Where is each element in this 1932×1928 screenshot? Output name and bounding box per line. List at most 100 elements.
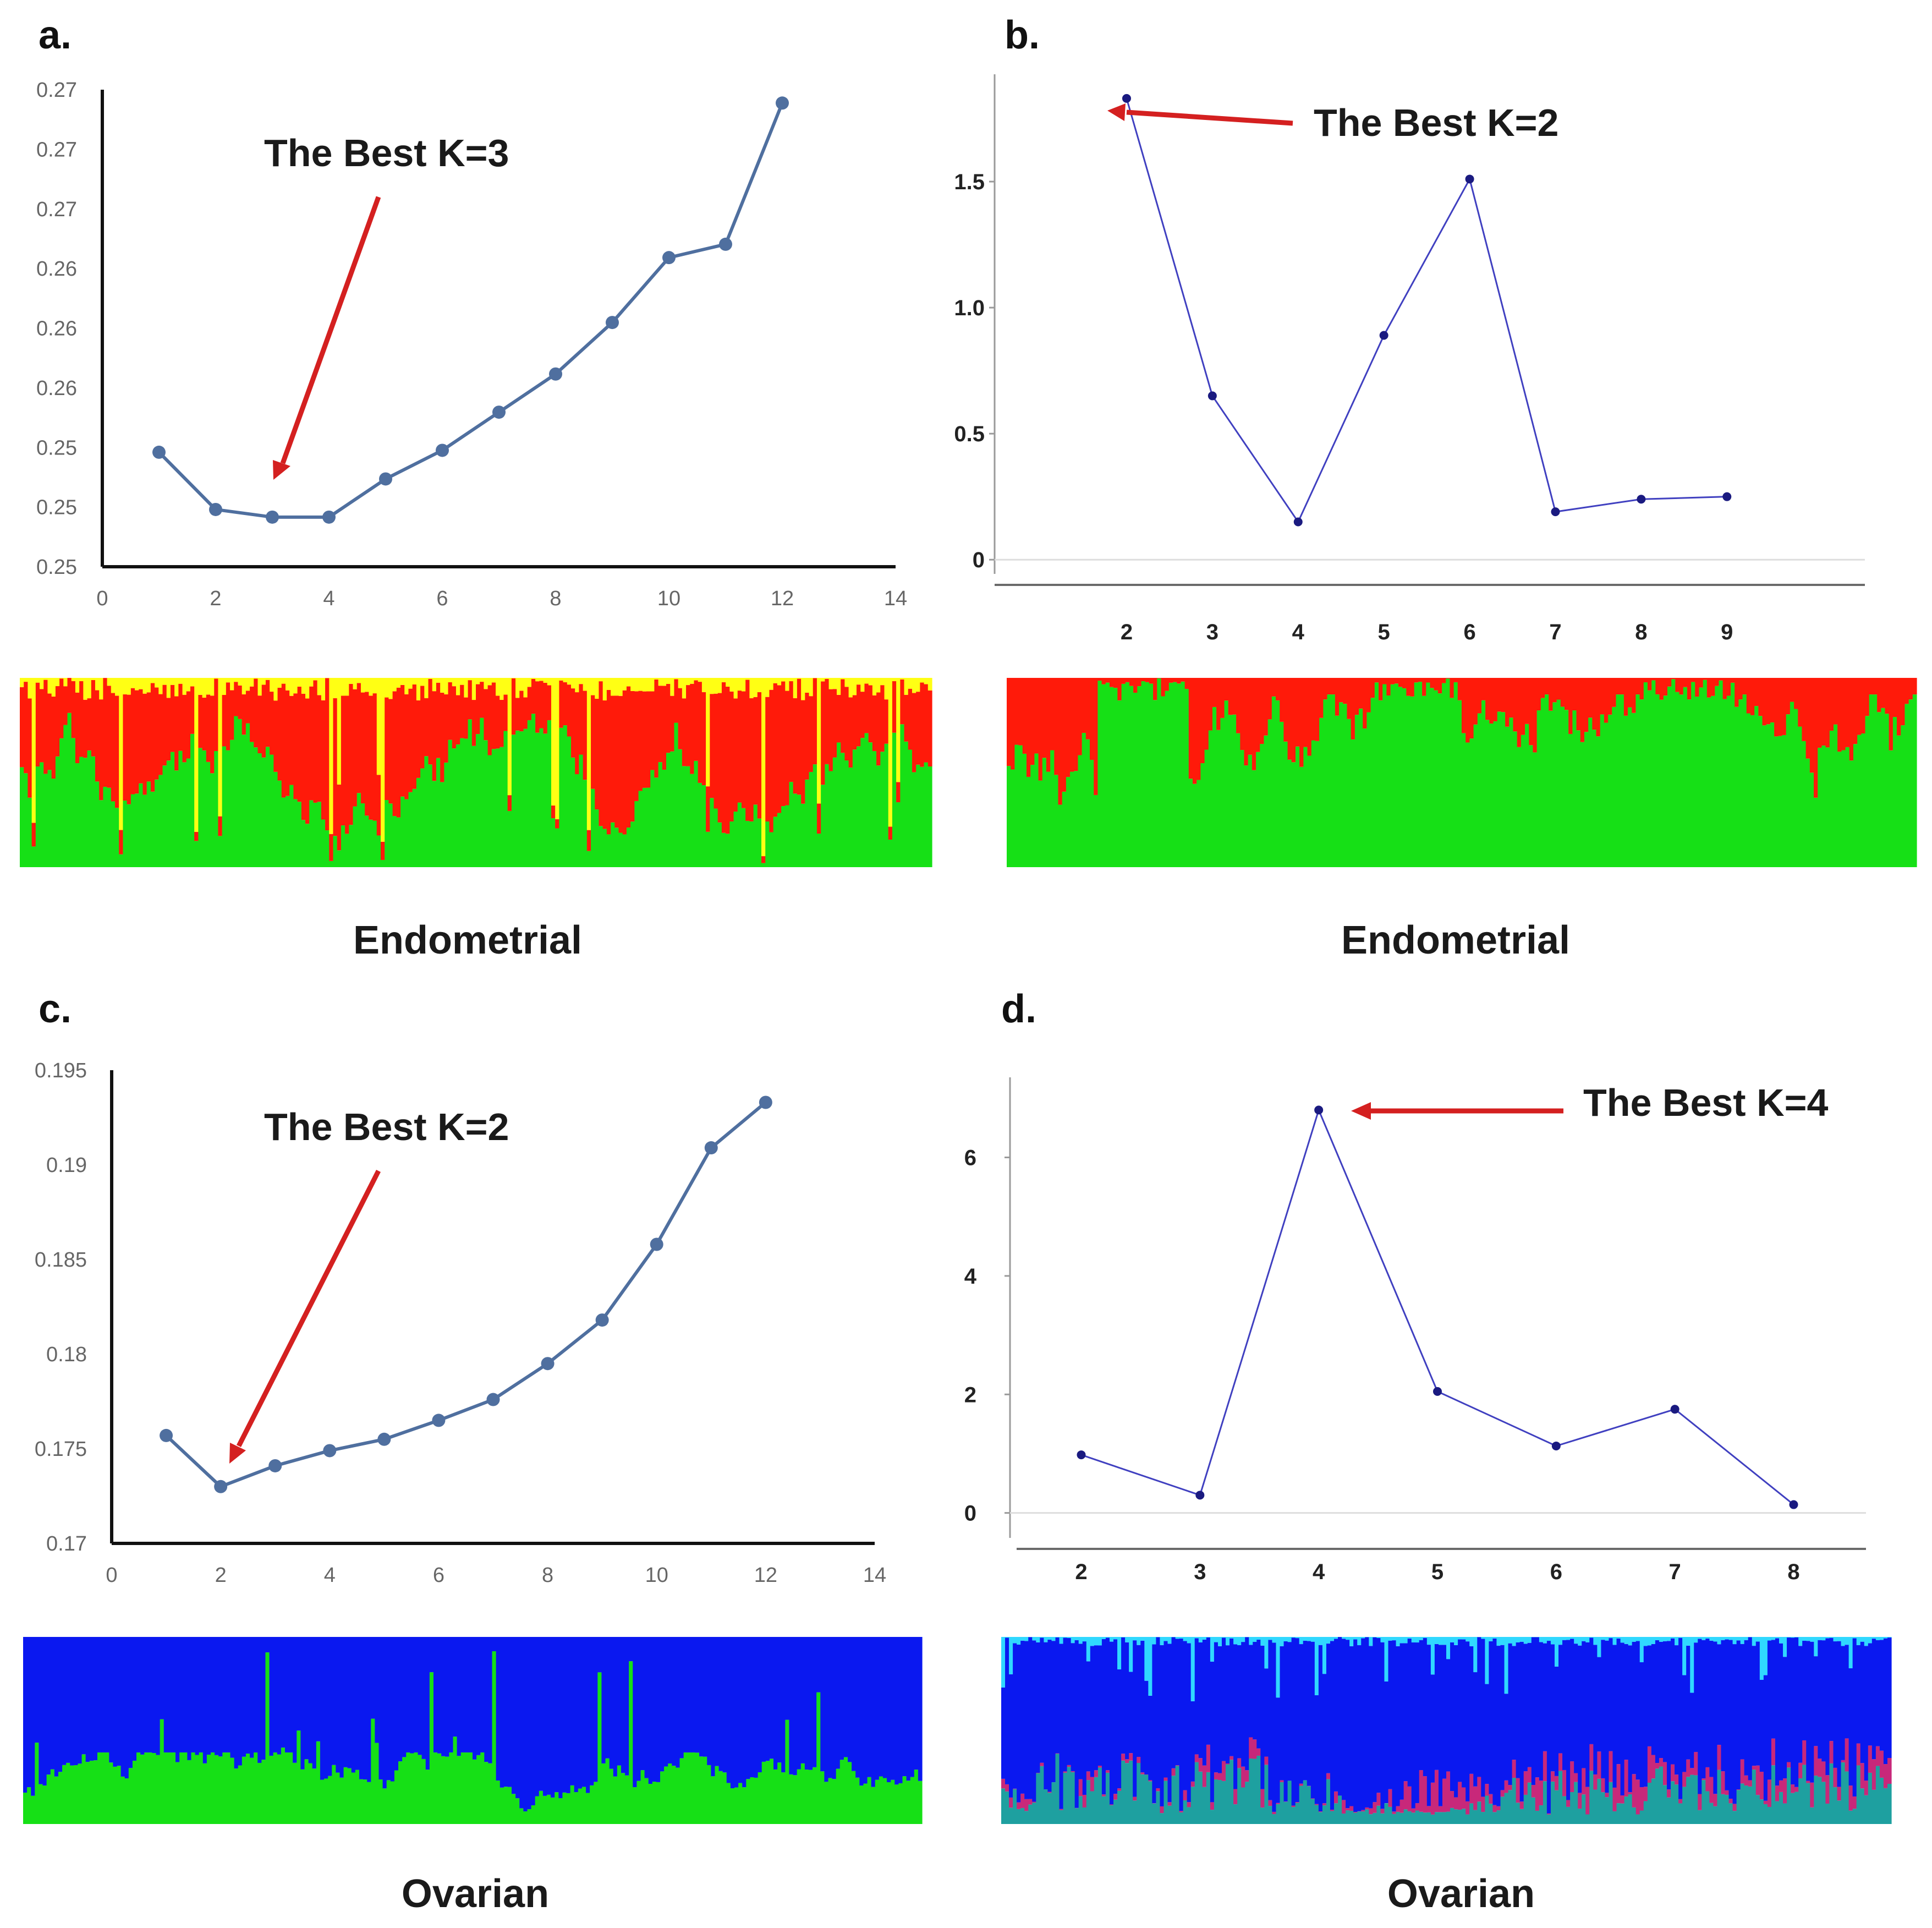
ancestry-bar — [218, 1756, 223, 1824]
ancestry-bar — [1481, 1812, 1485, 1824]
ancestry-bar — [1210, 1810, 1215, 1824]
ancestry-bar — [1303, 747, 1308, 867]
ancestry-bar — [1726, 695, 1731, 867]
ancestry-bar — [87, 698, 92, 751]
ancestry-bar — [1806, 1781, 1810, 1783]
ancestry-bar — [1066, 678, 1071, 777]
ancestry-bar — [875, 1779, 880, 1824]
ancestry-bar — [539, 1637, 544, 1791]
ancestry-bar — [367, 1637, 371, 1782]
ancestry-bar — [1175, 1766, 1180, 1824]
y-tick-label: 0.26 — [36, 258, 77, 281]
ancestry-bar — [729, 821, 734, 867]
ancestry-bar — [507, 795, 512, 811]
ancestry-bar — [1875, 1637, 1880, 1640]
ancestry-bar — [924, 762, 929, 867]
ancestry-bar — [398, 1637, 403, 1762]
ancestry-bar — [1719, 678, 1724, 681]
ancestry-bar — [289, 695, 294, 785]
ancestry-bar — [1523, 1771, 1528, 1795]
ancestry-bar — [1295, 746, 1300, 867]
ancestry-bar — [1237, 1637, 1242, 1645]
ancestry-bar — [535, 678, 540, 682]
ancestry-bar — [1183, 1790, 1188, 1800]
x-tick-label: 4 — [1313, 1560, 1325, 1584]
ancestry-bar — [484, 1762, 489, 1824]
ancestry-bar — [1868, 1643, 1873, 1746]
ancestry-bar — [436, 678, 441, 683]
ancestry-bar — [1504, 1637, 1509, 1694]
x-tick-label: 2 — [1075, 1560, 1087, 1584]
ancestry-bar — [109, 1762, 113, 1824]
ancestry-bar — [408, 688, 413, 792]
ancestry-bar — [857, 746, 861, 867]
ancestry-bar — [1477, 713, 1482, 867]
ancestry-bar — [1453, 682, 1458, 867]
ancestry-bar — [678, 749, 683, 867]
ancestry-bar — [1643, 1646, 1648, 1787]
ancestry-bar — [1196, 780, 1201, 867]
ancestry-bar — [575, 692, 580, 775]
ancestry-bar — [1585, 1642, 1590, 1787]
ancestry-bar — [35, 678, 40, 683]
ancestry-bar — [1230, 1637, 1234, 1639]
ancestry-bar — [257, 1637, 262, 1763]
ancestry-bar — [1011, 769, 1015, 867]
ancestry-bar — [1082, 1641, 1087, 1795]
ancestry-bar — [329, 861, 334, 867]
ancestry-bar — [1473, 678, 1478, 725]
ancestry-bar — [359, 1637, 364, 1779]
ancestry-bar — [726, 1783, 731, 1824]
ancestry-bar — [1709, 1640, 1714, 1777]
ancestry-bar — [245, 1637, 250, 1754]
ancestry-bar — [1457, 700, 1462, 867]
ancestry-bar — [1821, 745, 1826, 867]
ancestry-bar — [273, 700, 278, 772]
ancestry-bar — [120, 1637, 125, 1777]
ancestry-bar — [855, 1777, 860, 1824]
ancestry-bar — [583, 780, 588, 867]
ancestry-bar — [199, 1637, 204, 1752]
arrow-head-a — [273, 460, 290, 480]
data-point — [549, 367, 562, 381]
ancestry-bar — [1588, 678, 1593, 718]
ancestry-bar — [1574, 1644, 1578, 1773]
ancestry-bar — [606, 690, 611, 835]
ancestry-bar — [1058, 804, 1063, 867]
ancestry-bar — [650, 770, 655, 867]
ancestry-bar — [1156, 1637, 1161, 1788]
ancestry-bar — [644, 1637, 649, 1778]
ancestry-bar — [581, 1787, 586, 1824]
ancestry-bar — [182, 694, 187, 763]
ancestry-bar — [662, 769, 667, 867]
ancestry-bar — [1194, 1638, 1199, 1755]
ancestry-bar — [1564, 678, 1569, 710]
ancestry-bar — [1062, 791, 1067, 867]
ancestry-bar — [1694, 1637, 1698, 1643]
ancestry-bar — [1299, 1644, 1304, 1784]
ancestry-bar — [1414, 678, 1419, 683]
ancestry-bar — [245, 1754, 250, 1824]
ancestry-bar — [234, 1768, 239, 1824]
ancestry-bar — [1291, 678, 1296, 763]
ancestry-bar — [158, 678, 163, 694]
ancestry-bar — [445, 1637, 449, 1757]
ancestry-bar — [1554, 1776, 1559, 1790]
ancestry-bar — [109, 1637, 113, 1763]
ancestry-bar — [749, 698, 754, 821]
ancestry-bar — [1109, 687, 1114, 867]
ancestry-bar — [75, 692, 80, 764]
ancestry-bar — [711, 1637, 716, 1777]
ancestry-bar — [234, 1637, 239, 1769]
ancestry-bar — [333, 678, 338, 698]
ancestry-bar — [1570, 1761, 1574, 1792]
ancestry-bar — [1705, 1637, 1710, 1639]
ancestry-bar — [1244, 765, 1249, 867]
ancestry-bar — [1204, 749, 1209, 867]
ancestry-bar — [128, 1637, 133, 1768]
ancestry-bar — [1190, 1637, 1195, 1701]
ancestry-bar — [67, 713, 72, 867]
x-tick-label: 14 — [884, 587, 907, 610]
ancestry-bar — [1183, 1637, 1188, 1641]
ancestry-bar — [1852, 1637, 1857, 1639]
